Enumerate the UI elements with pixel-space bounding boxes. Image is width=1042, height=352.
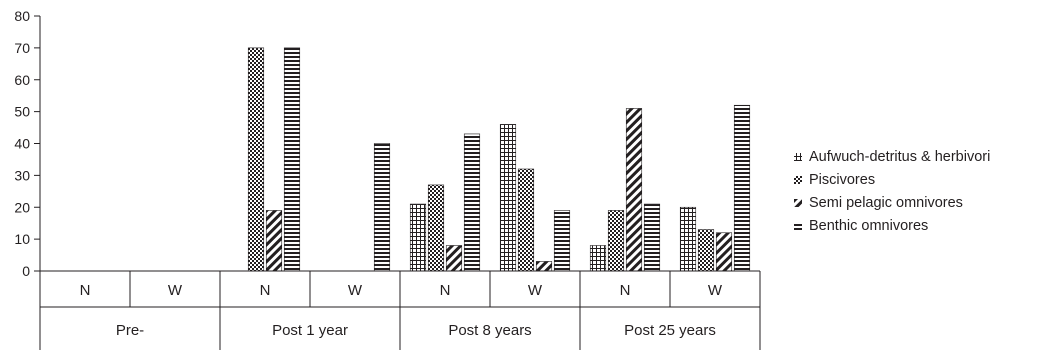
bar-piscivores-5 xyxy=(427,184,445,272)
bar-benthic-omnivores-5 xyxy=(463,133,481,272)
legend-swatch xyxy=(794,199,802,207)
bar-benthic-omnivores-8 xyxy=(733,104,751,272)
bar-piscivores-8 xyxy=(697,229,715,272)
bar-aufwuch-detritus-herbivori-8 xyxy=(679,206,697,272)
legend-label: Benthic omnivores xyxy=(809,218,928,234)
bar-benthic-omnivores-3 xyxy=(283,47,301,272)
bar-aufwuch-detritus-herbivori-7 xyxy=(589,245,607,272)
y-tick-label: 60 xyxy=(14,72,30,88)
y-axis: 0 10 20 30 40 50 60 70 80 xyxy=(14,8,41,279)
x-group-label: Post 1 year xyxy=(272,322,348,339)
x-subcategory-label: N xyxy=(440,282,451,299)
x-subcategory-label: N xyxy=(80,282,91,299)
bar-semi-pelagic-omnivores-7 xyxy=(625,108,643,272)
legend-label: Aufwuch-detritus & herbivori xyxy=(809,149,990,165)
bar-benthic-omnivores-6 xyxy=(553,210,571,272)
x-subcategory-label: W xyxy=(348,282,363,299)
legend-swatch xyxy=(794,222,802,230)
y-tick-label: 20 xyxy=(14,199,30,215)
bar-aufwuch-detritus-herbivori-6 xyxy=(499,124,517,272)
bar-piscivores-6 xyxy=(517,168,535,272)
x-group-label: Post 25 years xyxy=(624,322,716,339)
x-group-label: Pre- xyxy=(116,322,144,339)
bar-piscivores-7 xyxy=(607,210,625,272)
y-tick-label: 0 xyxy=(22,263,30,279)
x-group-label: Post 8 years xyxy=(448,322,531,339)
legend-swatch xyxy=(794,176,802,184)
bar-semi-pelagic-omnivores-3 xyxy=(265,210,283,272)
x-axis: N W Pre- N W Post 1 year N W Post 8 years N W Post … xyxy=(39,270,761,350)
x-subcategory-label: W xyxy=(528,282,543,299)
y-tick-label: 80 xyxy=(14,8,30,24)
legend-swatch xyxy=(794,153,802,161)
x-subcategory-label: W xyxy=(708,282,723,299)
legend-label: Piscivores xyxy=(809,172,875,188)
y-tick-label: 40 xyxy=(14,136,30,152)
bar-semi-pelagic-omnivores-6 xyxy=(535,261,553,272)
y-tick-label: 10 xyxy=(14,231,30,247)
y-tick-label: 30 xyxy=(14,167,30,183)
legend-label: Semi pelagic omnivores xyxy=(809,195,963,211)
bar-benthic-omnivores-4 xyxy=(373,143,391,272)
y-tick-label: 70 xyxy=(14,40,30,56)
bar-aufwuch-detritus-herbivori-5 xyxy=(409,203,427,272)
bar-piscivores-3 xyxy=(247,47,265,272)
y-tick-label: 50 xyxy=(14,104,30,120)
bars xyxy=(247,47,751,272)
x-subcategory-label: N xyxy=(620,282,631,299)
legend: Aufwuch-detritus & herbivori Piscivores Se… xyxy=(794,149,990,234)
bar-benthic-omnivores-7 xyxy=(643,203,661,272)
x-subcategory-label: W xyxy=(168,282,183,299)
bar-semi-pelagic-omnivores-5 xyxy=(445,245,463,272)
bar-semi-pelagic-omnivores-8 xyxy=(715,232,733,272)
x-subcategory-label: N xyxy=(260,282,271,299)
